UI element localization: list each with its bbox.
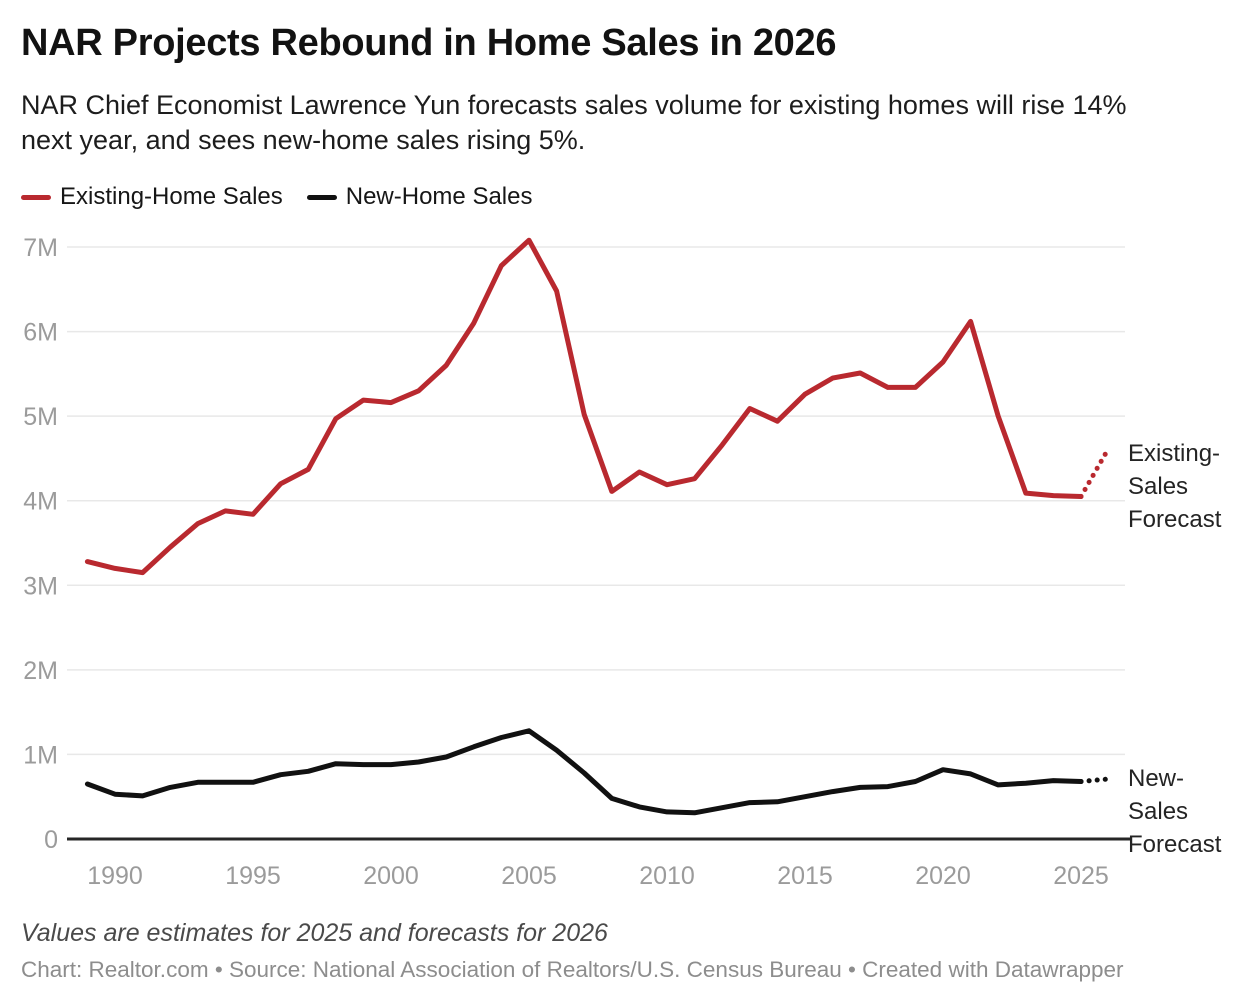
x-tick-1990: 1990 [87, 862, 143, 890]
existing-home-sales-line-swatch [21, 194, 51, 200]
x-tick-2020: 2020 [915, 862, 971, 890]
x-tick-2010: 2010 [639, 862, 695, 890]
legend-item-existing-home-sales: Existing-Home Sales [21, 183, 283, 211]
new-sales-forecast-label: New- Sales Forecast [1128, 765, 1222, 858]
new-home-sales-line [84, 728, 1084, 816]
page-title: NAR Projects Rebound in Home Sales in 20… [21, 22, 837, 64]
legend: Existing-Home Sales New-Home Sales [21, 183, 532, 211]
x-tick-2000: 2000 [363, 862, 419, 890]
x-tick-2015: 2015 [777, 862, 833, 890]
footnote: Values are estimates for 2025 and foreca… [21, 919, 608, 947]
attribution: Chart: Realtor.com • Source: National As… [21, 957, 1124, 982]
x-tick-2005: 2005 [501, 862, 557, 890]
y-tick-4M: 4M [23, 488, 58, 516]
y-tick-2M: 2M [23, 657, 58, 685]
existing-home-sales-forecast-dotted-line [1078, 445, 1112, 499]
y-tick-3M: 3M [23, 572, 58, 600]
y-tick-6M: 6M [23, 319, 58, 347]
new-home-sales-line-swatch [306, 194, 337, 200]
chart-subtitle: NAR Chief Economist Lawrence Yun forecas… [21, 90, 1127, 155]
x-tick-1995: 1995 [225, 862, 281, 890]
legend-label-existing-home-sales: Existing-Home Sales [60, 183, 283, 210]
legend-item-new-home-sales: New-Home Sales [306, 183, 533, 211]
x-tick-2025: 2025 [1053, 862, 1109, 890]
y-tick-5M: 5M [23, 403, 58, 431]
y-tick-7M: 7M [23, 234, 58, 262]
existing-home-sales-line [84, 237, 1084, 576]
y-tick-1M: 1M [23, 741, 58, 769]
existing-sales-forecast-label: Existing- Sales Forecast [1128, 440, 1222, 533]
legend-label-new-home-sales: New-Home Sales [345, 183, 533, 210]
new-home-sales-forecast-dotted-line [1078, 776, 1112, 784]
y-tick-0: 0 [44, 826, 58, 854]
